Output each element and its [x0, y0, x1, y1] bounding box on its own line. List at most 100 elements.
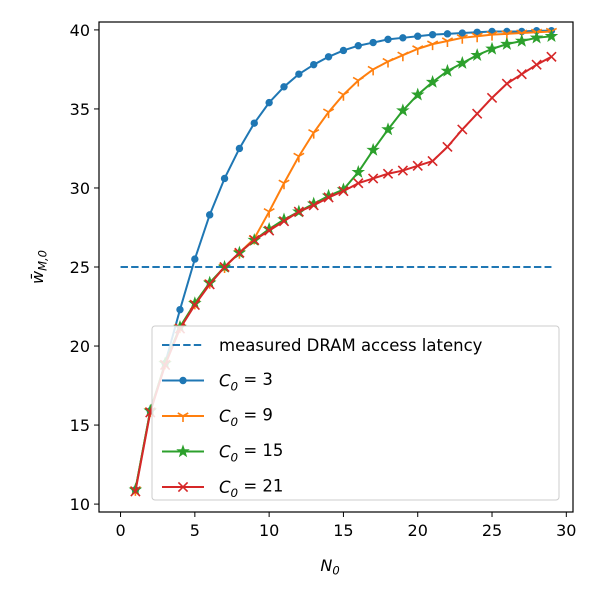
data-point [369, 38, 377, 47]
x-tick-label: 25 [482, 521, 502, 540]
data-point [189, 299, 201, 311]
legend-label: C0 = 3 [219, 370, 273, 393]
data-point [485, 41, 499, 55]
plot-area [120, 26, 559, 497]
data-point [544, 29, 559, 42]
y-tick-label: 20 [70, 337, 90, 356]
legend-marker [177, 481, 189, 493]
data-point [367, 65, 379, 76]
data-point [486, 92, 498, 104]
legend-label: C0 = 9 [219, 406, 273, 429]
data-point [263, 225, 275, 236]
data-point [352, 76, 364, 87]
data-point [265, 98, 273, 107]
legend-entry: measured DRAM access latency [162, 336, 483, 355]
data-point [412, 160, 423, 172]
data-point [176, 305, 184, 314]
data-point [427, 155, 438, 167]
data-point [514, 33, 529, 47]
y-tick-label: 15 [70, 416, 90, 435]
data-point [249, 234, 260, 246]
data-point [130, 486, 141, 497]
data-point [457, 124, 468, 135]
legend-entry: C0 = 21 [162, 477, 283, 500]
data-point [310, 60, 318, 69]
data-point [486, 30, 498, 41]
data-point [324, 53, 333, 61]
data-point [295, 70, 303, 78]
x-tick-label: 0 [115, 521, 125, 540]
data-point [204, 279, 215, 290]
axes: 0 5 10 15 20 25 30 10 15 20 25 30 35 40 N0 w̄M,0 [28, 21, 576, 578]
data-point [531, 59, 542, 70]
data-point [471, 108, 483, 119]
legend-box [151, 325, 560, 501]
data-point [384, 35, 392, 44]
data-point [443, 30, 452, 38]
data-point [399, 34, 407, 42]
data-point [470, 48, 484, 61]
legend-marker [177, 412, 189, 422]
data-point [353, 178, 364, 189]
data-point [367, 173, 379, 184]
y-tick-label: 35 [70, 100, 90, 119]
y-tick-label: 30 [70, 179, 90, 198]
data-point [382, 168, 394, 179]
data-point [471, 32, 483, 43]
data-point [397, 51, 409, 62]
x-tick-label: 30 [556, 521, 576, 540]
data-point [441, 37, 454, 47]
data-point [425, 74, 440, 88]
data-point [500, 37, 514, 50]
data-point [455, 55, 470, 69]
data-point [366, 142, 380, 156]
x-tick-label: 20 [408, 521, 428, 540]
data-point [250, 119, 258, 127]
legend-label: measured DRAM access latency [219, 336, 483, 355]
data-point [339, 46, 348, 55]
data-point [428, 30, 437, 39]
data-point [322, 108, 335, 119]
y-tick-label: 40 [70, 21, 90, 40]
y-tick-label: 10 [70, 495, 90, 514]
data-point [205, 211, 214, 219]
data-point [546, 51, 557, 62]
legend-label: C0 = 15 [219, 441, 283, 464]
data-point [219, 261, 230, 273]
data-point [293, 152, 305, 163]
data-point [280, 83, 288, 91]
legend-entry: C0 = 15 [162, 441, 283, 464]
data-point [234, 247, 245, 258]
data-point [323, 192, 334, 203]
data-point [354, 42, 362, 50]
x-tick-label: 15 [333, 521, 353, 540]
legend-entry: C0 = 9 [162, 406, 273, 429]
data-point [412, 45, 424, 55]
legend-marker [176, 444, 190, 458]
data-point [397, 165, 409, 176]
data-point [440, 63, 455, 77]
data-point [458, 29, 467, 37]
y-axis-label: w̄M,0 [28, 250, 50, 284]
data-point [381, 122, 395, 136]
data-point [516, 68, 527, 80]
data-point [382, 57, 394, 68]
data-point [442, 141, 453, 153]
data-point [414, 32, 422, 40]
legend-label: C0 = 21 [219, 477, 283, 500]
data-point [308, 200, 319, 211]
data-point [220, 174, 229, 183]
legend: measured DRAM access latency C0 = 3 C0 = 9… [151, 325, 560, 501]
data-point [337, 91, 350, 101]
data-point [529, 30, 544, 44]
y-tick-label: 25 [70, 258, 90, 277]
data-point [396, 103, 410, 117]
x-tick-label: 5 [190, 521, 200, 540]
data-point [351, 165, 366, 178]
data-point [235, 144, 244, 153]
data-point [456, 34, 468, 44]
legend-marker [179, 376, 187, 385]
data-point [308, 128, 320, 139]
